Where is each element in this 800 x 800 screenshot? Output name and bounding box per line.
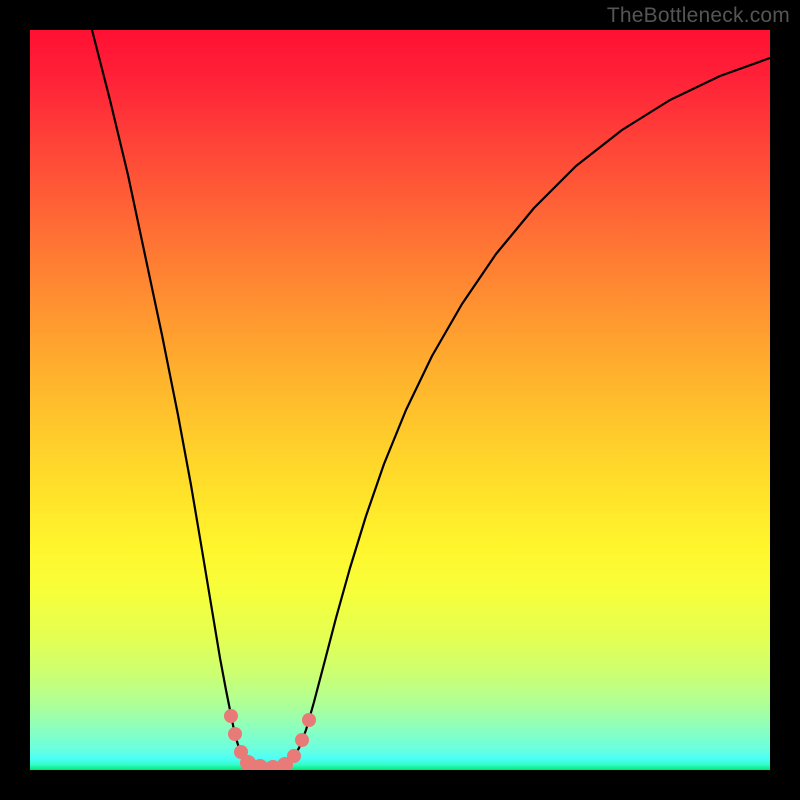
data-marker (224, 709, 238, 723)
watermark-text: TheBottleneck.com (607, 4, 790, 28)
v-curve (92, 30, 770, 768)
curve-layer (30, 30, 770, 770)
data-marker (287, 749, 301, 763)
data-marker (295, 733, 309, 747)
data-marker (228, 727, 242, 741)
data-marker (302, 713, 316, 727)
chart-plot-area (30, 30, 770, 770)
